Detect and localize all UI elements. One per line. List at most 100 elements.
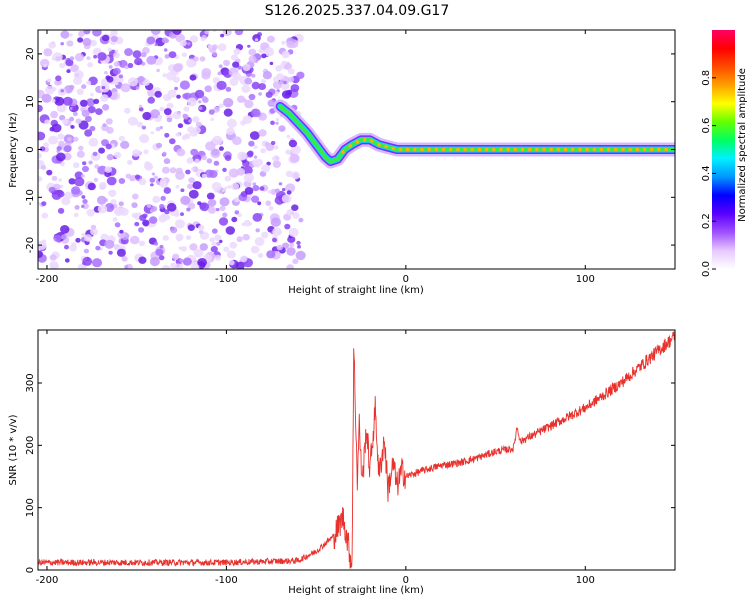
noise-blob	[226, 127, 235, 135]
ridge-dot	[599, 147, 604, 152]
noise-blob	[52, 52, 63, 62]
noise-blob	[78, 145, 84, 151]
noise-blob	[124, 107, 131, 114]
y-tick-label: 300	[25, 373, 36, 392]
snr-frame	[37, 329, 676, 571]
snr-y-ticks: 0 100 200 300	[25, 373, 675, 573]
noise-blob	[75, 118, 82, 124]
noise-blob	[68, 33, 73, 37]
noise-blob	[194, 89, 205, 99]
colorbar-tick-label: 0.4	[701, 165, 712, 181]
noise-blob	[281, 40, 286, 45]
noise-blob	[272, 76, 280, 83]
noise-blob	[146, 36, 156, 45]
noise-blob	[150, 109, 161, 119]
ridge-dot	[642, 147, 647, 152]
noise-blob	[281, 50, 290, 59]
noise-blob	[188, 202, 196, 210]
noise-blob	[216, 241, 221, 246]
noise-blob	[84, 234, 93, 242]
noise-blob	[264, 47, 275, 57]
noise-blob	[252, 213, 263, 222]
noise-blob	[110, 35, 118, 43]
snr-panel: -200 -100 0 100 0 100 200 300 Height of straig…	[8, 329, 676, 596]
noise-blob	[152, 195, 161, 203]
noise-blob	[264, 141, 270, 147]
noise-blob	[222, 212, 228, 218]
noise-blob	[87, 106, 96, 114]
noise-blob	[164, 54, 170, 59]
noise-blob	[189, 74, 197, 81]
noise-blob	[166, 71, 176, 81]
noise-blob	[193, 126, 201, 134]
noise-blob	[180, 188, 185, 192]
noise-blob	[142, 111, 152, 121]
noise-blob	[281, 60, 287, 66]
noise-blob	[190, 148, 199, 156]
noise-blob	[141, 125, 147, 130]
noise-blob	[98, 147, 105, 154]
noise-blob	[272, 80, 282, 90]
noise-blob	[49, 261, 59, 269]
noise-blob	[291, 204, 299, 211]
noise-blob	[124, 48, 133, 57]
noise-blob	[100, 94, 109, 102]
noise-blob	[82, 199, 88, 204]
noise-blob	[88, 160, 93, 165]
noise-blob	[283, 80, 287, 85]
noise-blob	[78, 30, 85, 37]
noise-blob	[93, 98, 100, 105]
colorbar-tick-label: 0.0	[701, 261, 712, 277]
noise-blob	[118, 135, 125, 142]
noise-blob	[230, 54, 238, 61]
noise-blob	[60, 89, 65, 93]
snr-series	[38, 331, 675, 569]
noise-blob	[97, 204, 108, 214]
noise-blob	[166, 202, 177, 212]
noise-blob	[102, 123, 107, 127]
noise-blob	[131, 202, 138, 209]
noise-blob	[224, 155, 232, 161]
noise-blob	[80, 99, 88, 107]
ridge-dot	[563, 147, 568, 152]
noise-blob	[66, 69, 71, 73]
noise-blob	[74, 171, 84, 179]
noise-blob	[121, 255, 128, 262]
noise-blob	[151, 30, 161, 35]
noise-blob	[43, 63, 47, 68]
noise-blob	[268, 205, 274, 211]
noise-blob	[255, 158, 264, 167]
noise-blob	[138, 178, 147, 186]
noise-blob	[89, 125, 96, 132]
noise-blob	[97, 52, 107, 61]
noise-blob	[40, 165, 47, 170]
noise-blob	[163, 158, 171, 165]
noise-blob	[225, 86, 232, 92]
noise-blob	[114, 81, 119, 86]
x-tick-label: 100	[576, 274, 595, 285]
noise-blob	[286, 209, 295, 216]
noise-blob	[135, 86, 140, 90]
noise-blob	[83, 248, 89, 254]
noise-blob	[217, 43, 227, 52]
noise-blobs	[38, 30, 306, 269]
noise-blob	[287, 68, 295, 75]
noise-blob	[254, 38, 259, 42]
noise-blob	[116, 248, 126, 257]
noise-blob	[146, 203, 152, 208]
noise-blob	[180, 246, 187, 252]
noise-blob	[172, 63, 183, 72]
noise-blob	[174, 212, 180, 217]
ridge-dot	[606, 147, 611, 152]
spectrogram-y-axis-label: Frequency (Hz)	[8, 112, 19, 188]
noise-blob	[81, 204, 85, 208]
noise-blob	[219, 197, 230, 207]
ridge-dot	[470, 147, 475, 152]
noise-blob	[49, 254, 57, 261]
noise-blob	[114, 49, 119, 53]
noise-blob	[102, 104, 110, 111]
colorbar-tick-label: 0.2	[701, 213, 712, 229]
noise-blob	[194, 158, 200, 164]
noise-blob	[229, 241, 238, 249]
ridge-dot	[664, 147, 668, 152]
